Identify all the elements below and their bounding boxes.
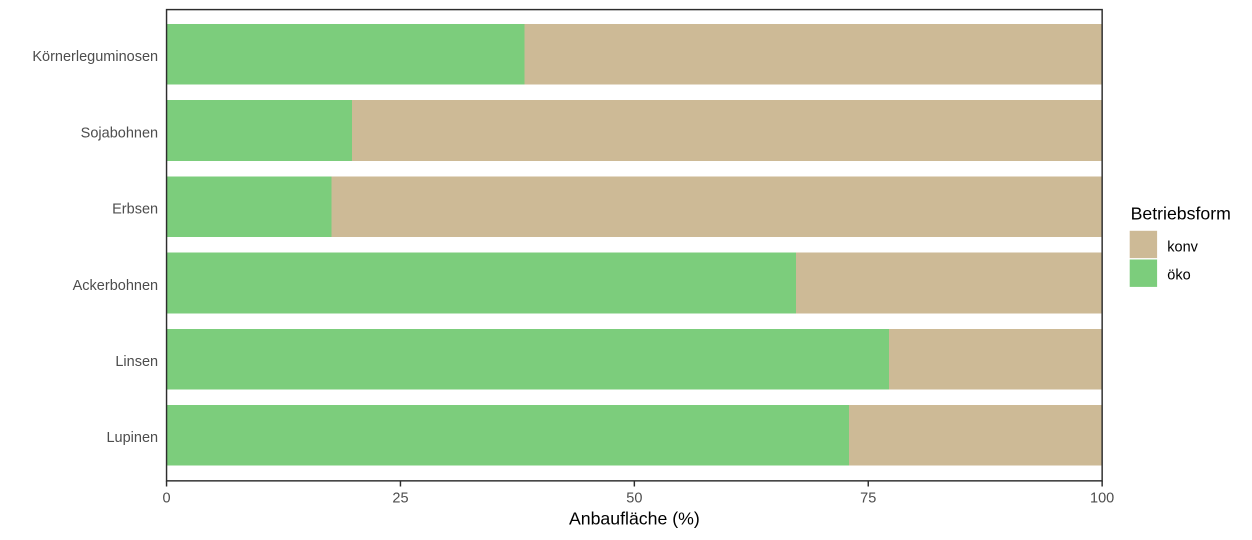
svg-text:Betriebsform: Betriebsform [1131, 204, 1231, 224]
svg-text:Sojabohnen: Sojabohnen [81, 125, 158, 141]
svg-text:75: 75 [860, 490, 876, 506]
svg-text:konv: konv [1167, 240, 1198, 256]
svg-text:50: 50 [626, 490, 642, 506]
svg-text:Körnerleguminosen: Körnerleguminosen [32, 49, 158, 65]
svg-text:Lupinen: Lupinen [106, 430, 158, 446]
svg-text:Ackerbohnen: Ackerbohnen [73, 278, 158, 294]
svg-text:100: 100 [1090, 490, 1114, 506]
svg-text:Linsen: Linsen [115, 354, 158, 370]
svg-text:25: 25 [392, 490, 408, 506]
svg-text:Erbsen: Erbsen [112, 202, 158, 218]
svg-text:öko: öko [1167, 268, 1190, 284]
svg-text:Anbaufläche (%): Anbaufläche (%) [569, 509, 700, 529]
svg-text:0: 0 [163, 490, 171, 506]
